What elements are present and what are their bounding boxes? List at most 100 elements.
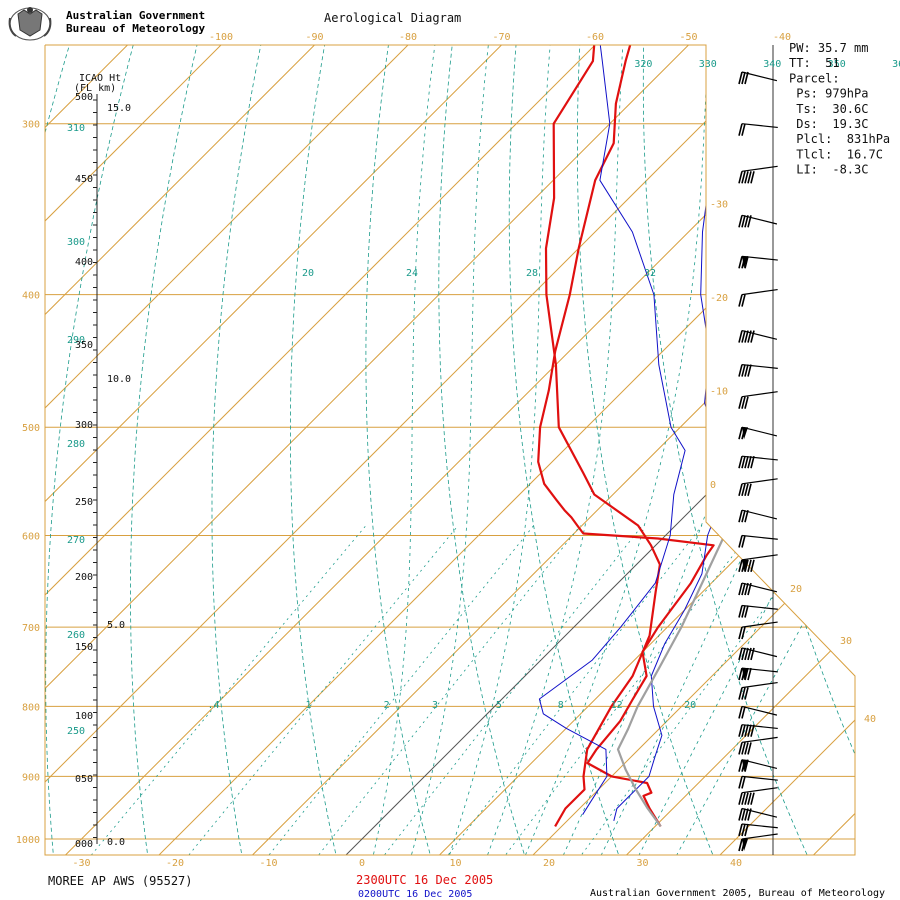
mixing-ratio-line [491, 525, 757, 855]
wind-barb [738, 455, 778, 469]
isotherm-right-label: 40 [864, 714, 876, 725]
wind-barb-feather [738, 510, 743, 523]
wind-barb [738, 582, 778, 596]
dry-adiabat-line [508, 45, 626, 855]
theta-left-label: 300 [67, 237, 85, 248]
wind-barb-feather [747, 742, 752, 755]
wind-barb-feather [741, 792, 746, 805]
wind-barb-feather [741, 706, 746, 719]
wind-barb-feather [738, 808, 743, 821]
dry-adiabat-line [130, 45, 309, 855]
wind-barb-feather [741, 808, 746, 821]
isotherm-top-label: -80 [399, 32, 417, 43]
isotherm-right-label: 30 [840, 636, 852, 647]
wind-barb-staff [741, 123, 778, 129]
wind-barb-feather [738, 776, 743, 789]
wind-barb-feather [741, 364, 746, 377]
isotherm-top-label: -90 [305, 32, 323, 43]
wind-barb-feather [741, 724, 746, 737]
isotherm-line [626, 45, 855, 855]
wind-barb [738, 534, 778, 548]
temperature-profile [537, 45, 855, 827]
wind-barb-feather [744, 792, 749, 805]
wind-barb-feather [738, 823, 743, 837]
wind-barb-staff [741, 621, 778, 628]
wind-barb [738, 509, 778, 523]
temperature-tick-label: -10 [259, 858, 277, 869]
wind-barb-feather [741, 647, 746, 661]
wind-barb-feather [747, 792, 752, 805]
wind-barb-staff [741, 391, 778, 398]
height-km-label: 5.0 [107, 620, 125, 631]
wind-barb-feather [747, 667, 752, 681]
wind-barb-staff [741, 736, 778, 743]
dewpoint-profile [538, 45, 686, 815]
wind-barb-feather [744, 330, 749, 343]
wind-barb [738, 330, 778, 343]
mixing-ratio-label: 3 [432, 700, 438, 711]
wind-barb-feather [750, 724, 755, 737]
wind-barb-feather [744, 582, 749, 596]
info-line: Ds: 19.3C [789, 117, 868, 131]
saturated-adiabat-label: 20 [302, 268, 314, 279]
wind-barb-feather [741, 215, 746, 228]
isotherm-right-label: -10 [710, 387, 728, 398]
dry-adiabat-line [289, 45, 416, 855]
saturated-adiabat-line [482, 45, 646, 855]
isotherm-line [45, 45, 596, 855]
saturated-adiabat-line [519, 45, 725, 855]
mixing-ratio-line [75, 525, 367, 855]
wind-barb-staff [741, 165, 778, 172]
wind-barb-feather [744, 605, 749, 618]
wind-barb-feather [741, 510, 746, 523]
dry-adiabat-line [45, 45, 203, 855]
pressure-tick-label: 600 [22, 532, 40, 543]
height-ft-label: 350 [75, 340, 93, 351]
wind-barb-feather [738, 759, 743, 772]
wind-barb-staff [741, 534, 778, 540]
isotherm-top-label: -70 [492, 32, 510, 43]
wind-barb [738, 736, 778, 755]
theta-left-label: 260 [67, 630, 85, 641]
wind-barb [738, 123, 778, 136]
wind-barb-feather [741, 456, 746, 469]
diagram-title: Aerological Diagram [324, 11, 461, 25]
wind-barb-feather [744, 456, 749, 469]
wind-barb-feather [738, 294, 743, 307]
wind-barb [738, 554, 778, 572]
theta-left-label: 250 [67, 726, 85, 737]
wind-barb-feather [741, 71, 746, 85]
wind-barb-staff [741, 554, 778, 561]
wind-barb-feather [738, 626, 743, 640]
isotherm-top-label: -100 [209, 32, 233, 43]
wind-barb [738, 165, 778, 184]
dry-adiabat-line [211, 45, 362, 855]
height-ft-label: 100 [75, 711, 93, 722]
theta-top-label: 340 [763, 59, 781, 70]
wind-barb-feather [744, 759, 749, 772]
wind-barb [738, 724, 778, 737]
wind-barb-feather [741, 483, 746, 496]
dry-adiabat-line [438, 45, 531, 855]
wind-barb-feather [747, 724, 752, 737]
wind-barb-staff [741, 705, 778, 716]
wind-barb-feather [738, 215, 743, 228]
theta-left-label: 290 [67, 335, 85, 346]
isotherm-line [45, 45, 783, 855]
wind-barb-feather [738, 605, 743, 618]
wind-barb-feather [744, 808, 749, 821]
org-line-1: Australian Government [66, 9, 205, 22]
info-line: Tlcl: 16.7C [789, 147, 883, 161]
wind-barb [738, 787, 778, 805]
wind-barb-feather [741, 742, 746, 755]
wind-barb-feather [750, 647, 755, 661]
height-axis-title: ICAO Ht [79, 73, 121, 84]
height-ft-label: 150 [75, 642, 93, 653]
saturated-adiabat-line [407, 45, 524, 855]
wind-barb-feather [738, 535, 743, 548]
wind-barb [738, 255, 778, 269]
wind-barb-feather [747, 559, 752, 572]
mixing-ratio-line [433, 525, 703, 855]
pressure-tick-label: 700 [22, 623, 40, 634]
